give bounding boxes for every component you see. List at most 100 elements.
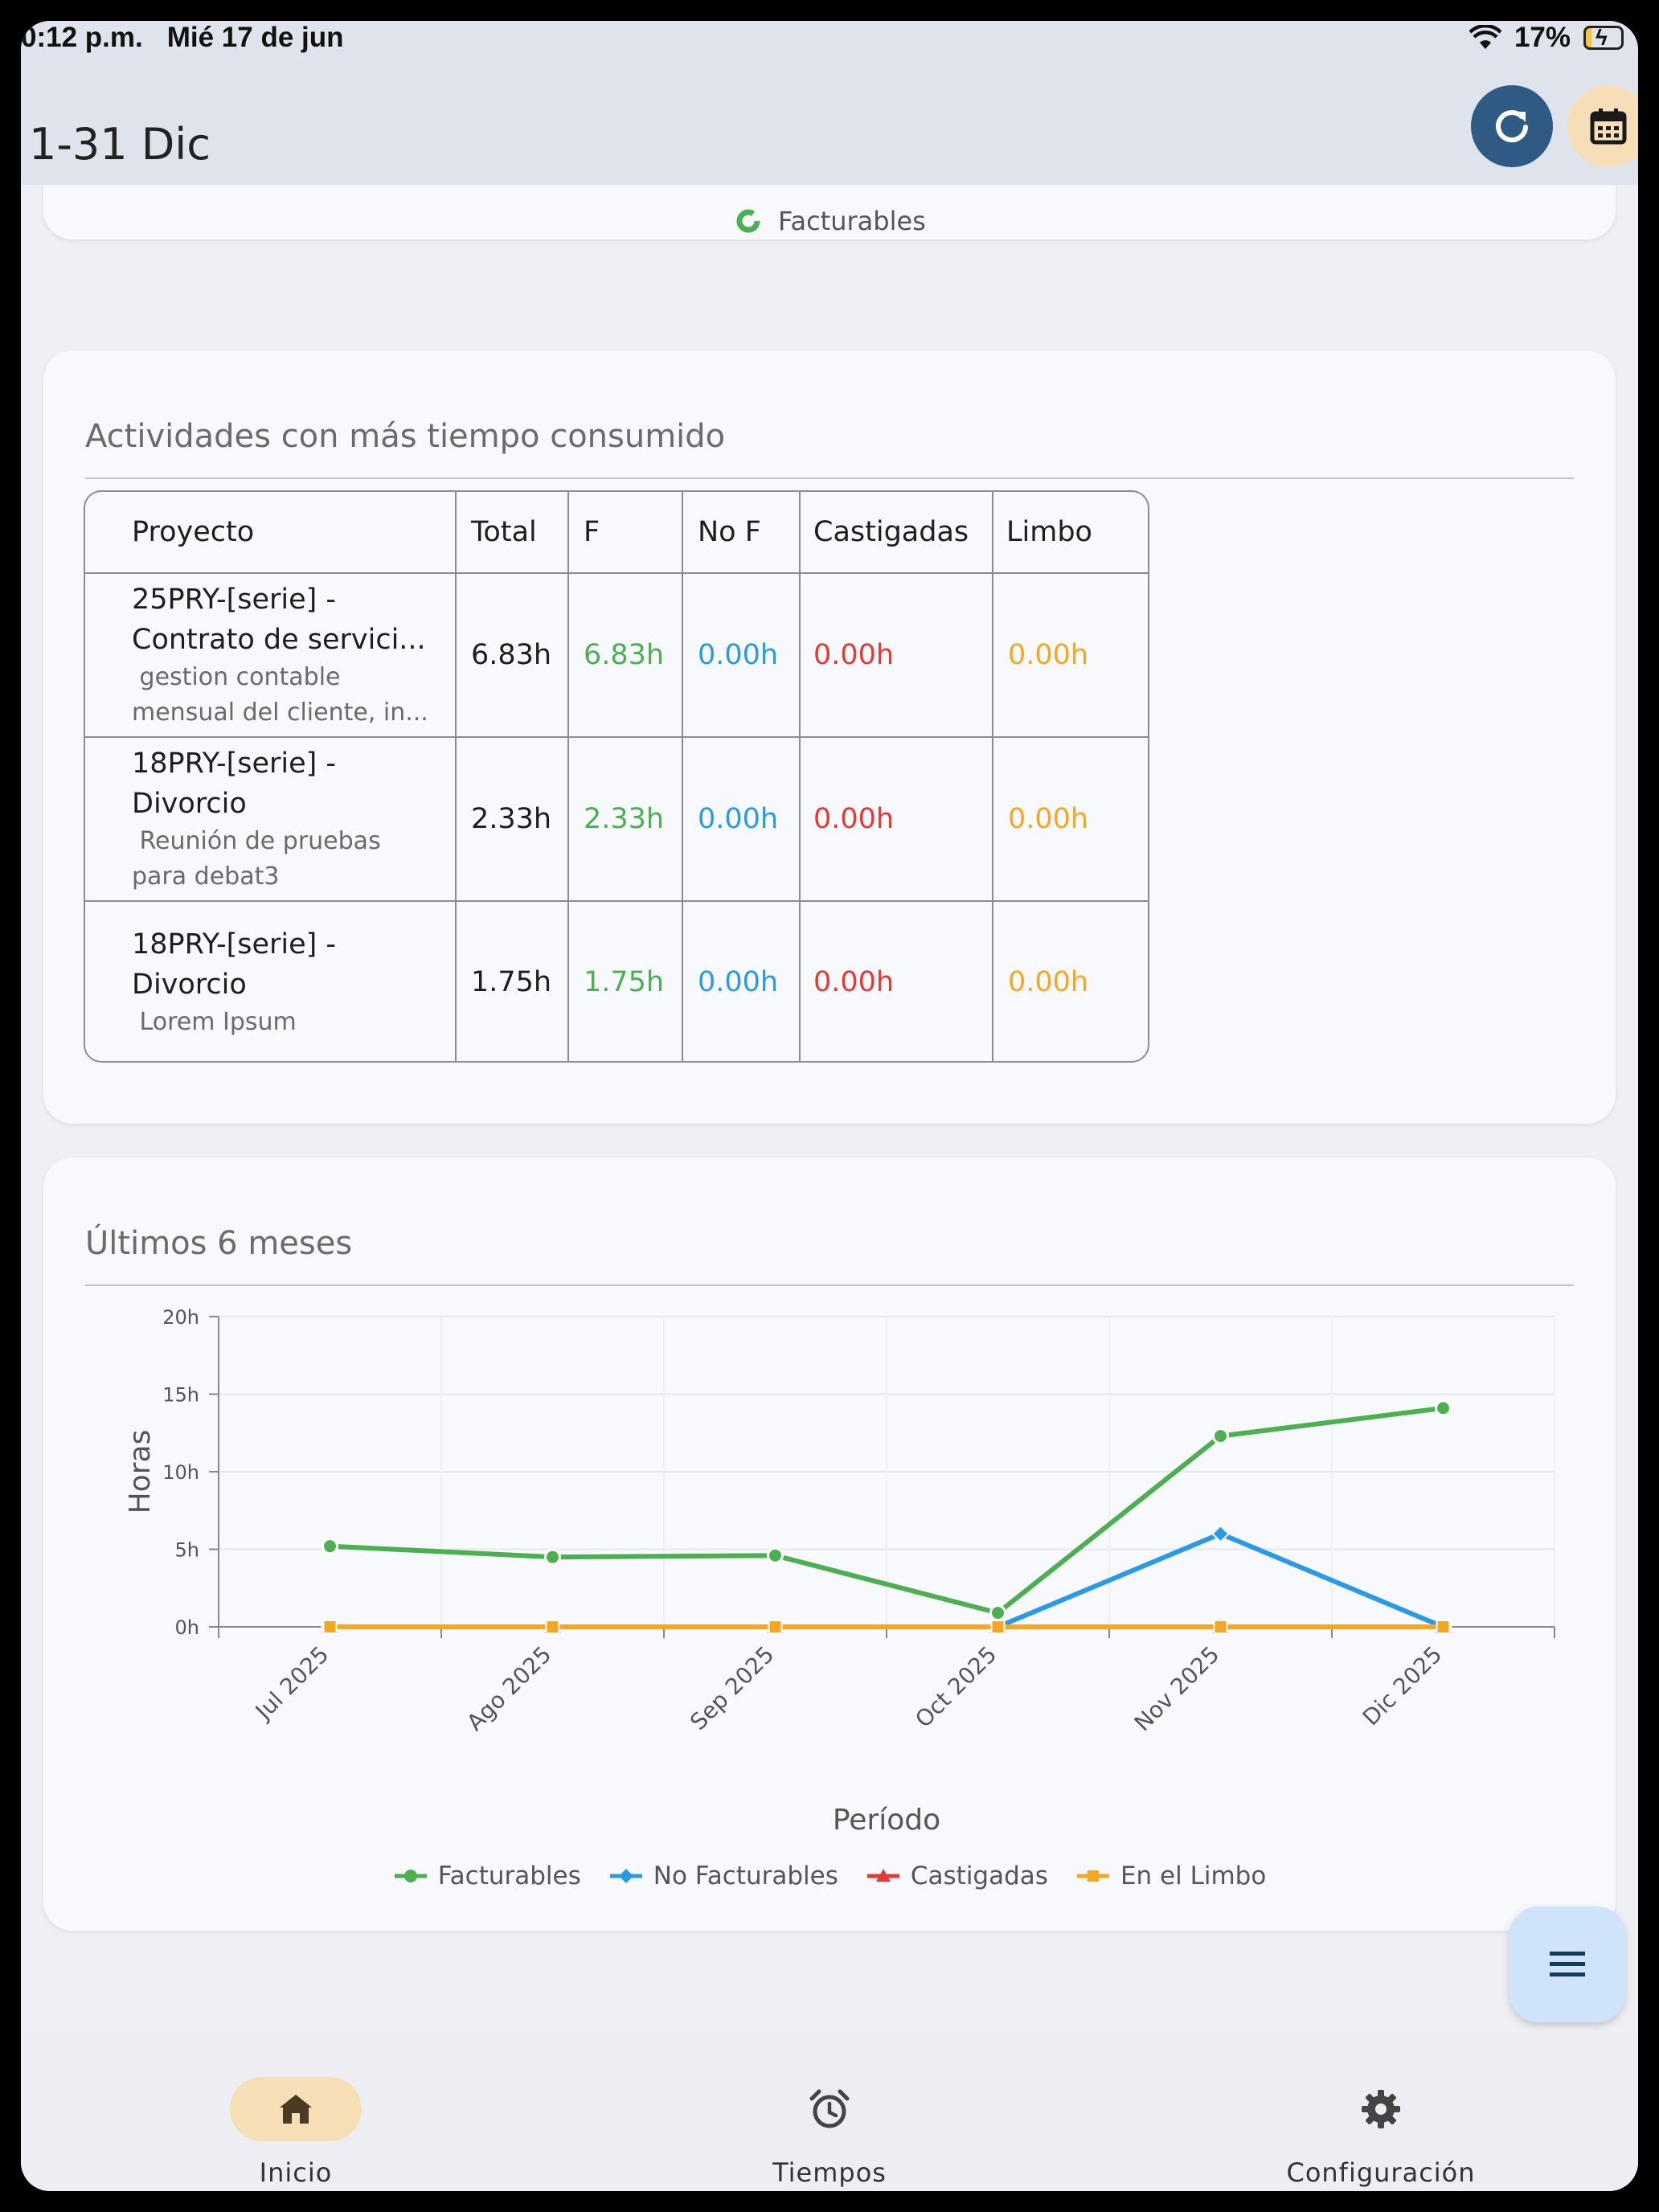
y-tick-label: 15h bbox=[162, 1384, 199, 1407]
nav-item-inicio[interactable]: Inicio bbox=[135, 2032, 457, 2191]
data-point-facturables bbox=[1212, 1428, 1229, 1445]
data-point-facturables bbox=[544, 1548, 561, 1566]
data-point-en-el-limbo bbox=[990, 1620, 1006, 1634]
data-point-facturables bbox=[1435, 1399, 1452, 1417]
legend-label-no-facturables: No Facturables bbox=[653, 1862, 838, 1890]
data-point-en-el-limbo bbox=[768, 1620, 783, 1634]
data-point-en-el-limbo bbox=[1436, 1620, 1451, 1634]
refresh-icon bbox=[1496, 110, 1528, 142]
data-point-facturables bbox=[322, 1538, 338, 1555]
history-card: Últimos 6 meses bbox=[43, 1157, 1616, 1931]
bottom-navigation: Inicio Tiempos bbox=[21, 2032, 1638, 2191]
legend-swatch-en-el-limbo bbox=[1076, 1870, 1109, 1882]
no-f-cell: 0.00h bbox=[698, 966, 779, 998]
castigadas-cell: 0.00h bbox=[813, 803, 895, 835]
series-line-facturables bbox=[330, 1405, 1444, 1616]
x-tick-label: Dic 2025 bbox=[1358, 1641, 1448, 1731]
f-cell: 2.33h bbox=[584, 803, 665, 835]
legend-item-no-facturables[interactable]: No Facturables bbox=[608, 1862, 838, 1890]
table-header-row: Proyecto Total F No F Castigadas Limbo bbox=[85, 492, 1148, 574]
legend-label-castigadas: Castigadas bbox=[910, 1862, 1048, 1890]
data-point-en-el-limbo bbox=[1213, 1620, 1228, 1634]
limbo-cell: 0.00h bbox=[1008, 803, 1089, 835]
legend-swatch-facturables bbox=[394, 1870, 427, 1882]
status-bar-left: 0:12 p.m. Mié 17 de jun bbox=[21, 21, 344, 55]
column-divider bbox=[455, 492, 457, 1061]
calendar-button[interactable] bbox=[1567, 85, 1638, 167]
battery-icon: ϟ bbox=[1583, 25, 1624, 50]
donut-chart-icon bbox=[736, 209, 760, 233]
data-point-facturables bbox=[989, 1604, 1006, 1622]
y-tick-label: 20h bbox=[162, 1306, 199, 1329]
x-axis-title: Período bbox=[833, 1804, 940, 1837]
column-divider bbox=[682, 492, 683, 1061]
x-tick-label: Nov 2025 bbox=[1129, 1641, 1225, 1737]
legend-item-facturables[interactable]: Facturables bbox=[393, 1862, 581, 1890]
no-f-cell: 0.00h bbox=[698, 639, 779, 671]
nav-item-tiempos[interactable]: Tiempos bbox=[669, 2032, 990, 2191]
status-bar-right: 17% ϟ bbox=[1469, 21, 1624, 55]
no-f-cell: 0.00h bbox=[698, 803, 779, 835]
status-time: 0:12 p.m. bbox=[21, 22, 143, 53]
menu-icon bbox=[1550, 1952, 1585, 1976]
home-icon bbox=[280, 2095, 312, 2124]
castigadas-cell: 0.00h bbox=[813, 639, 895, 671]
period-title: 1-31 Dic bbox=[29, 119, 211, 170]
limbo-cell: 0.00h bbox=[1008, 966, 1089, 998]
nav-label-inicio: Inicio bbox=[259, 2157, 333, 2188]
status-date: Mié 17 de jun bbox=[166, 22, 344, 53]
castigadas-cell: 0.00h bbox=[813, 966, 895, 998]
y-tick-label: 5h bbox=[175, 1539, 199, 1562]
total-cell: 2.33h bbox=[471, 803, 552, 835]
nav-indicator bbox=[764, 2077, 895, 2141]
x-tick-label: Oct 2025 bbox=[910, 1641, 1002, 1733]
header-no-f: No F bbox=[698, 516, 761, 548]
header-f: F bbox=[584, 516, 600, 548]
activities-divider bbox=[85, 477, 1574, 479]
legend-swatch-castigadas bbox=[866, 1869, 899, 1882]
data-point-en-el-limbo bbox=[545, 1620, 560, 1634]
legend-item-castigadas[interactable]: Castigadas bbox=[866, 1862, 1048, 1890]
y-axis-title: Horas bbox=[124, 1430, 157, 1514]
history-title: Últimos 6 meses bbox=[85, 1225, 353, 1262]
legend-item-en-el-limbo[interactable]: En el Limbo bbox=[1075, 1862, 1266, 1890]
x-tick-label: Jul 2025 bbox=[249, 1641, 334, 1726]
data-point-en-el-limbo bbox=[322, 1620, 338, 1634]
header-castigadas: Castigadas bbox=[813, 516, 969, 548]
header-limbo: Limbo bbox=[1006, 516, 1092, 548]
data-point-no-facturables bbox=[1211, 1524, 1230, 1543]
distribution-legend-label: Facturables bbox=[778, 206, 926, 236]
screen: Facturables Actividades con más tiempo c… bbox=[21, 21, 1638, 2191]
column-divider bbox=[567, 492, 569, 1061]
calendar-icon bbox=[1590, 109, 1627, 145]
header-proyecto: Proyecto bbox=[132, 516, 255, 548]
column-divider bbox=[992, 492, 993, 1061]
refresh-button[interactable] bbox=[1471, 85, 1553, 167]
x-tick-label: Ago 2025 bbox=[461, 1641, 556, 1736]
battery-percent: 17% bbox=[1514, 22, 1571, 53]
table-row[interactable]: 18PRY-[serie] - Divorcio Reunión de prue… bbox=[85, 738, 1148, 902]
menu-fab[interactable] bbox=[1509, 1907, 1625, 2022]
wifi-icon bbox=[1469, 25, 1501, 49]
table-row[interactable]: 25PRY-[serie] - Contrato de servici... g… bbox=[85, 574, 1148, 738]
activities-title: Actividades con más tiempo consumido bbox=[85, 418, 726, 455]
total-cell: 1.75h bbox=[471, 966, 552, 998]
nav-indicator bbox=[1315, 2077, 1447, 2141]
table-row[interactable]: 18PRY-[serie] - Divorcio Lorem Ipsum 1.7… bbox=[85, 902, 1148, 1061]
gear-icon bbox=[1362, 2090, 1400, 2128]
x-tick-label: Sep 2025 bbox=[685, 1641, 779, 1735]
alarm-clock-icon bbox=[809, 2089, 850, 2128]
y-tick-label: 10h bbox=[162, 1461, 199, 1484]
column-divider bbox=[799, 492, 801, 1061]
header-total: Total bbox=[471, 516, 537, 548]
limbo-cell: 0.00h bbox=[1008, 639, 1089, 671]
f-cell: 1.75h bbox=[584, 966, 665, 998]
nav-item-configuracion[interactable]: Configuración bbox=[1220, 2032, 1542, 2191]
total-cell: 6.83h bbox=[471, 639, 552, 671]
distribution-legend: Facturables bbox=[735, 206, 926, 236]
history-divider bbox=[85, 1284, 1574, 1286]
nav-label-configuracion: Configuración bbox=[1286, 2157, 1476, 2188]
nav-label-tiempos: Tiempos bbox=[772, 2157, 887, 2188]
y-tick-label: 0h bbox=[175, 1616, 199, 1639]
